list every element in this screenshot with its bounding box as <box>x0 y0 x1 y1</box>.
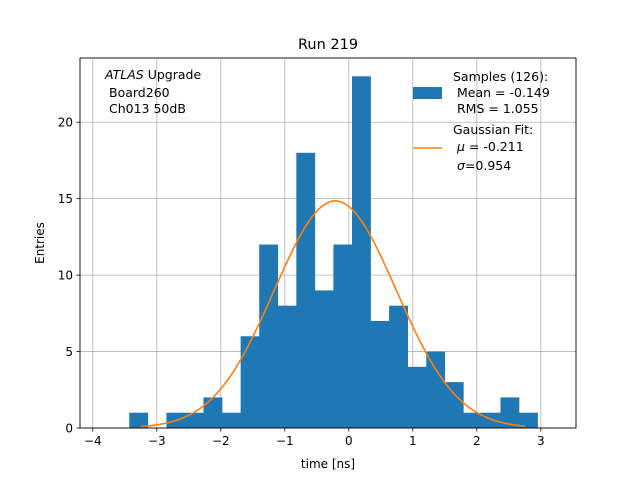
y-axis-label: Entries <box>33 222 47 264</box>
histogram-bar <box>389 305 408 428</box>
x-axis-label: time [ns] <box>301 457 355 471</box>
sigma-value: =0.954 <box>465 158 511 173</box>
legend: Samples (126): Mean = -0.149 RMS = 1.055… <box>413 69 550 173</box>
histogram-bar <box>444 382 464 428</box>
x-tick-label: −4 <box>84 434 102 448</box>
upgrade-label: Upgrade <box>144 67 202 82</box>
legend-samples-mean: Mean = -0.149 <box>457 85 550 100</box>
x-tick-label: 2 <box>473 434 481 448</box>
x-tick-label: 3 <box>537 434 545 448</box>
mu-symbol: μ <box>456 139 465 154</box>
histogram-bar <box>407 366 427 428</box>
grid-lines <box>80 58 576 429</box>
y-tick-label: 10 <box>58 268 73 282</box>
histogram-bars <box>129 76 538 428</box>
histogram-bar <box>314 290 334 428</box>
gaussian-fit-curve <box>140 200 525 428</box>
x-tick-label: −1 <box>276 434 294 448</box>
sigma-symbol: σ <box>457 158 466 173</box>
x-axis-ticks: −4 −3 −2 −1 0 1 2 3 <box>84 428 545 448</box>
x-tick-label: 0 <box>345 434 353 448</box>
x-tick-label: 1 <box>409 434 417 448</box>
annotation-line-3: Ch013 50dB <box>109 101 186 116</box>
histogram-bar <box>481 412 501 428</box>
annotation-line-1: ATLAS Upgrade <box>104 67 201 82</box>
legend-fit-sigma: σ=0.954 <box>457 158 511 173</box>
annotation-block: ATLAS Upgrade Board260 Ch013 50dB <box>104 67 201 116</box>
x-tick-label: −3 <box>148 434 166 448</box>
legend-fit-mu: μ = -0.211 <box>456 139 524 154</box>
x-tick-label: −2 <box>212 434 230 448</box>
histogram-bar <box>240 336 260 428</box>
legend-samples-title: Samples (126): <box>453 69 548 84</box>
mu-value: = -0.211 <box>465 139 524 154</box>
legend-samples-patch <box>413 87 442 99</box>
histogram-bar <box>129 412 149 428</box>
histogram-bar <box>426 351 446 428</box>
y-tick-label: 15 <box>58 192 73 206</box>
y-tick-label: 5 <box>65 345 73 359</box>
chart-title: Run 219 <box>298 37 358 53</box>
histogram-bar <box>259 244 279 428</box>
histogram-bar <box>184 412 204 428</box>
histogram-bar <box>333 244 353 428</box>
histogram-bar <box>296 152 316 428</box>
histogram-bar <box>463 412 483 428</box>
y-tick-label: 0 <box>65 421 73 435</box>
histogram-bar <box>203 397 223 428</box>
legend-samples-rms: RMS = 1.055 <box>457 101 539 116</box>
plot-frame <box>79 57 577 429</box>
annotation-line-2: Board260 <box>109 85 170 100</box>
y-tick-label: 20 <box>58 116 73 130</box>
atlas-label: ATLAS <box>104 67 144 82</box>
y-axis-ticks: 0 5 10 15 20 <box>58 116 80 435</box>
histogram-bar <box>500 397 520 428</box>
histogram-bar <box>277 305 297 428</box>
histogram-bar <box>519 412 538 428</box>
histogram-bar <box>352 76 371 428</box>
legend-fit-title: Gaussian Fit: <box>453 122 533 137</box>
histogram-bar <box>222 412 241 428</box>
histogram-bar <box>370 320 390 428</box>
